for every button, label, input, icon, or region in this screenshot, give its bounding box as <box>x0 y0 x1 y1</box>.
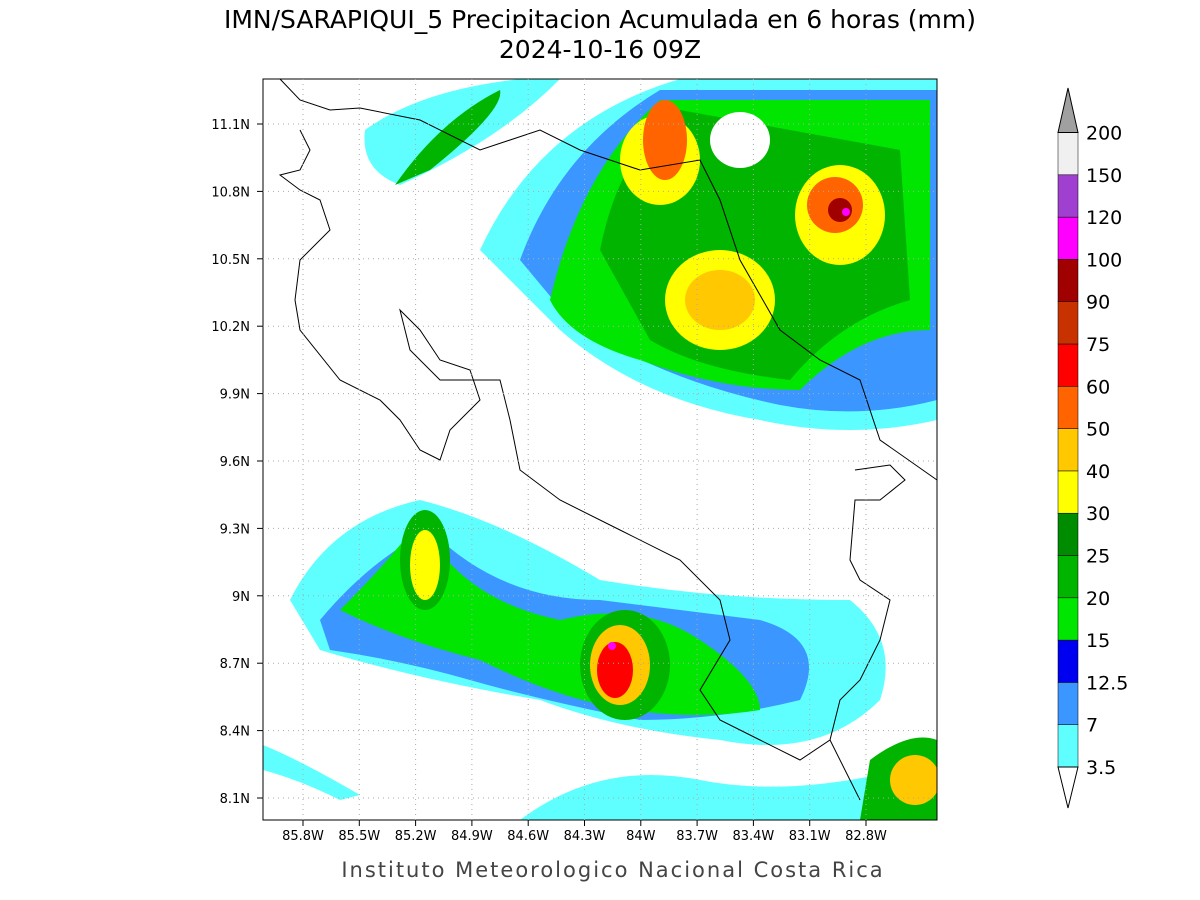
colorbar-label: 3.5 <box>1086 757 1116 779</box>
lon-label: 82.8W <box>845 829 887 844</box>
colorbar-band <box>1057 174 1079 218</box>
lat-label: 9.9N <box>220 388 250 403</box>
lat-label: 9.6N <box>220 455 250 470</box>
colorbar-label: 40 <box>1086 461 1110 483</box>
lat-label: 11.1N <box>211 118 250 133</box>
lat-label: 9N <box>232 590 250 605</box>
lat-label: 10.8N <box>211 185 250 200</box>
colorbar-band <box>1057 597 1079 641</box>
lat-label: 10.5N <box>211 253 250 268</box>
colorbar-label: 20 <box>1086 588 1110 610</box>
lon-label: 84W <box>626 829 656 844</box>
colorbar-band <box>1057 132 1079 176</box>
lon-label: 83.7W <box>676 829 718 844</box>
colorbar-label: 75 <box>1086 334 1110 356</box>
colorbar-label: 60 <box>1086 376 1110 398</box>
colorbar: 3.5 7 12.5 15 20 25 30 40 50 60 75 90 100 120 150 200 <box>1057 87 1128 809</box>
axes: 85.8W 85.5W 85.2W 84.9W 84.6W 84.3W 84W 83.7W 83… <box>211 79 937 844</box>
colorbar-band <box>1057 639 1079 683</box>
subtitle: 2024-10-16 09Z <box>499 35 701 64</box>
colorbar-label: 25 <box>1086 546 1110 568</box>
colorbar-band <box>1057 555 1079 599</box>
colorbar-band <box>1057 301 1079 345</box>
lon-label: 83.4W <box>732 829 774 844</box>
lon-label: 84.9W <box>451 829 493 844</box>
colorbar-band <box>1057 386 1079 429</box>
lon-label: 84.6W <box>507 829 549 844</box>
coastline <box>278 78 938 801</box>
colorbar-label: 15 <box>1086 630 1110 652</box>
lon-label: 85.8W <box>282 829 324 844</box>
colorbar-label: 7 <box>1086 715 1098 737</box>
colorbar-label: 12.5 <box>1086 672 1128 694</box>
colorbar-label: 200 <box>1086 123 1122 145</box>
colorbar-band <box>1057 682 1079 725</box>
lat-label: 8.1N <box>220 792 250 807</box>
lon-label: 85.2W <box>395 829 437 844</box>
colorbar-band <box>1057 216 1079 260</box>
colorbar-bottom <box>1057 766 1079 809</box>
colorbar-band <box>1057 343 1079 387</box>
lon-label: 85.5W <box>338 829 380 844</box>
colorbar-label: 150 <box>1086 165 1122 187</box>
lon-label: 83.1W <box>789 829 831 844</box>
lat-label: 8.7N <box>220 657 250 672</box>
colorbar-label: 50 <box>1086 419 1110 441</box>
colorbar-band <box>1057 428 1079 472</box>
colorbar-label: 30 <box>1086 503 1110 525</box>
lat-label: 10.2N <box>211 320 250 335</box>
colorbar-label: 90 <box>1086 292 1110 314</box>
colorbar-band <box>1057 259 1079 302</box>
lat-label: 8.4N <box>220 725 250 740</box>
colorbar-band <box>1057 470 1079 514</box>
footer: Instituto Meteorologico Nacional Costa R… <box>341 858 884 882</box>
colorbar-label: 100 <box>1086 249 1122 271</box>
colorbar-band <box>1057 724 1079 768</box>
title: IMN/SARAPIQUI_5 Precipitacion Acumulada … <box>224 5 976 34</box>
map-frame <box>262 78 938 821</box>
lon-label: 84.3W <box>564 829 606 844</box>
colorbar-label: 120 <box>1086 207 1122 229</box>
precip-field <box>263 79 937 820</box>
colorbar-band <box>1057 512 1079 556</box>
colorbar-top <box>1057 87 1079 133</box>
lat-label: 9.3N <box>220 522 250 537</box>
